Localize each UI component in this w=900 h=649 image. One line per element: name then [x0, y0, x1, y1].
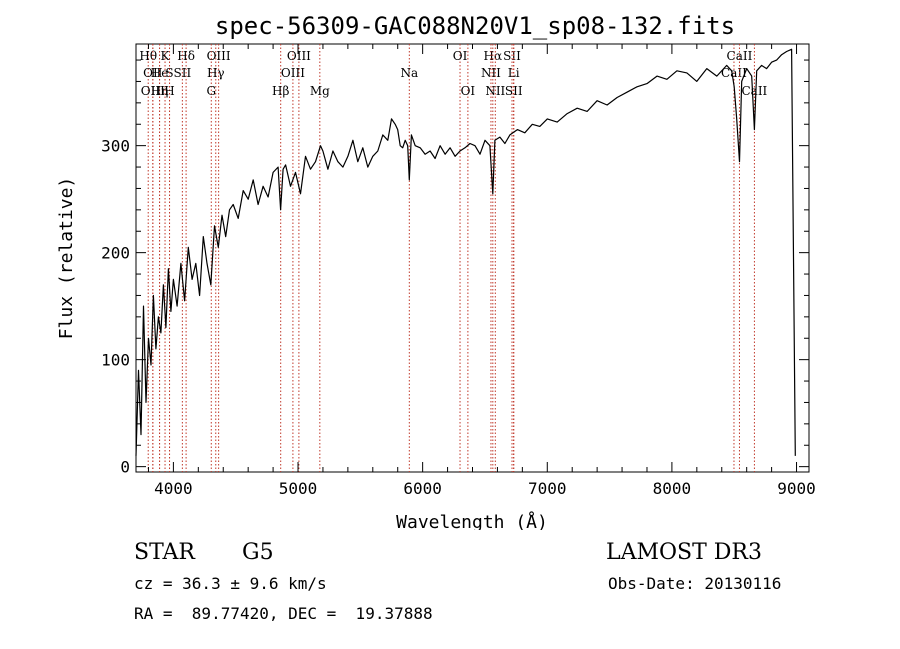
line-label-8: Hδ	[177, 49, 195, 63]
survey-name: LAMOST DR3	[606, 540, 762, 565]
y-axis: 0 100 200 300	[101, 59, 809, 477]
line-label-23: SII	[503, 49, 521, 63]
x-tick-label-4000: 4000	[154, 479, 193, 498]
spectrum-layer	[135, 48, 796, 456]
line-label-2: OIII	[141, 84, 165, 98]
line-label-17: Na	[400, 66, 418, 80]
line-label-9: SII	[174, 66, 192, 80]
line-label-28: CaII	[741, 84, 767, 98]
y-axis-label: Flux (relative)	[56, 177, 77, 340]
x-tick-label-5000: 5000	[279, 479, 318, 498]
radial-velocity: cz = 36.3 ± 9.6 km/s	[134, 574, 327, 593]
line-label-0: Hθ	[139, 49, 157, 63]
line-label-4: Hη	[151, 84, 169, 98]
line-label-5: K	[161, 49, 171, 63]
spectrum-chart: spec-56309-GAC088N20V1_sp08-132.fits Hθ O…	[56, 12, 816, 530]
line-label-25: Li	[508, 66, 520, 80]
x-tick-label-9000: 9000	[777, 479, 816, 498]
spectrum-line-0	[135, 48, 796, 456]
y-tick-label-200: 200	[101, 244, 130, 263]
chart-title: spec-56309-GAC088N20V1_sp08-132.fits	[215, 12, 735, 40]
line-label-21: NII	[481, 66, 501, 80]
object-subclass: G5	[242, 540, 274, 565]
y-tick-label-100: 100	[101, 351, 130, 370]
y-tick-label-300: 300	[101, 137, 130, 156]
x-tick-label-6000: 6000	[403, 479, 442, 498]
line-label-19: OI	[461, 84, 476, 98]
coordinates: RA = 89.77420, DEC = 19.37888	[134, 604, 433, 623]
x-tick-label-8000: 8000	[653, 479, 692, 498]
line-label-13: Hβ	[272, 84, 289, 98]
x-axis: 4000 5000 6000 7000 8000 9000	[147, 44, 816, 498]
y-tick-label-0: 0	[120, 458, 130, 477]
x-axis-label: Wavelength (Å)	[396, 511, 548, 530]
line-label-16: Mg	[310, 84, 330, 98]
line-label-18: OI	[453, 49, 468, 63]
object-class: STAR	[134, 540, 195, 565]
line-label-10: Hγ	[207, 66, 225, 80]
line-label-27: CaII	[727, 49, 753, 63]
line-label-20: Hα	[484, 49, 503, 63]
line-label-7: H	[164, 84, 174, 98]
plot-frame	[135, 43, 810, 473]
x-tick-label-7000: 7000	[528, 479, 567, 498]
line-label-14: OIII	[281, 66, 305, 80]
line-label-26: CaII	[721, 66, 747, 80]
observation-date: Obs-Date: 20130116	[608, 574, 782, 593]
line-label-12: G	[206, 84, 216, 98]
line-label-15: OIII	[287, 49, 311, 63]
line-label-22: NII	[485, 84, 505, 98]
line-label-11: OIII	[207, 49, 231, 63]
